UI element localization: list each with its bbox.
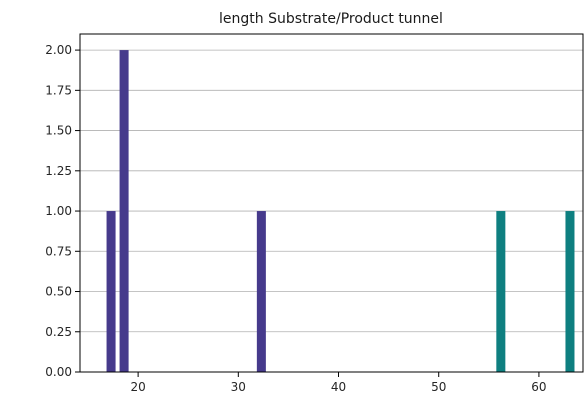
y-tick-label: 1.75 — [45, 83, 72, 97]
chart-title: length Substrate/Product tunnel — [219, 11, 443, 27]
y-tick-label: 1.50 — [45, 124, 72, 138]
bar — [565, 211, 575, 372]
bar — [496, 211, 506, 372]
bar — [106, 211, 116, 372]
x-tick-label: 50 — [431, 380, 446, 394]
y-tick-label: 0.75 — [45, 244, 72, 258]
bar — [119, 50, 129, 372]
x-tick-label: 40 — [331, 380, 346, 394]
x-tick-label: 60 — [531, 380, 546, 394]
plot-area-frame — [79, 33, 584, 373]
x-tick-label: 30 — [231, 380, 246, 394]
y-gridlines — [80, 49, 583, 333]
y-tick-label: 0.50 — [45, 285, 72, 299]
x-axis: 20 30 40 50 60 — [130, 372, 547, 394]
y-tick-label: 1.00 — [45, 204, 72, 218]
y-axis: 0.00 0.25 0.50 0.75 1.00 1.25 1.50 1.75 2.00 — [45, 43, 80, 379]
y-tick-label: 1.25 — [45, 164, 72, 178]
x-tick-label: 20 — [130, 380, 145, 394]
bar — [256, 211, 266, 372]
y-tick-label: 0.00 — [45, 365, 72, 379]
bars — [106, 50, 575, 372]
y-tick-label: 0.25 — [45, 325, 72, 339]
y-tick-label: 2.00 — [45, 43, 72, 57]
